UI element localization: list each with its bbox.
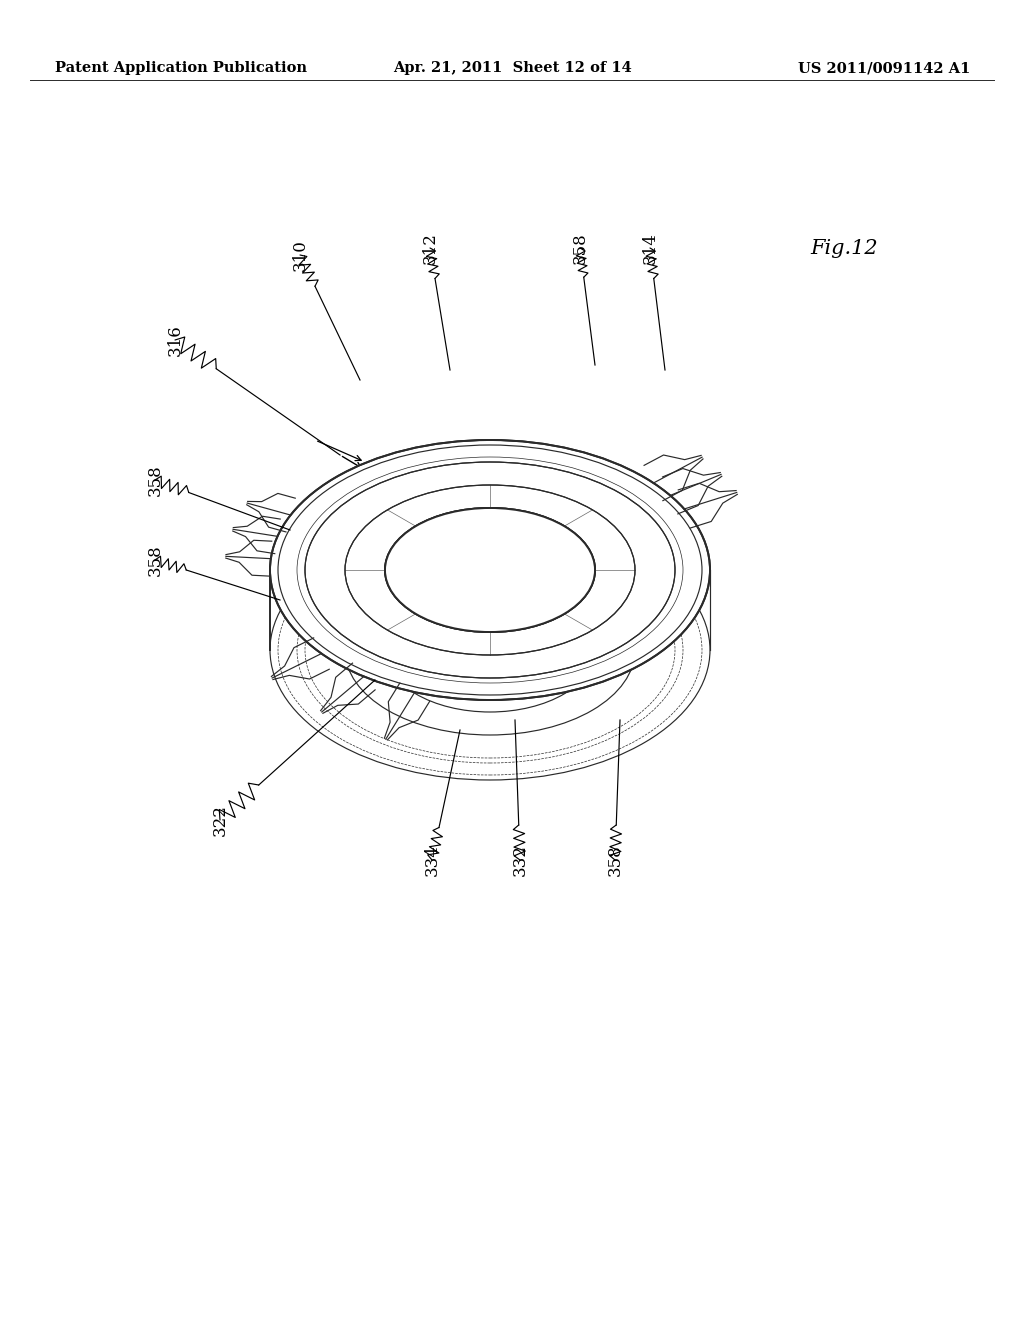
Text: 316: 316 xyxy=(167,325,183,356)
Text: 358: 358 xyxy=(146,465,164,496)
Text: 358: 358 xyxy=(606,843,624,876)
Text: US 2011/0091142 A1: US 2011/0091142 A1 xyxy=(798,61,970,75)
Ellipse shape xyxy=(385,508,595,632)
Text: 334: 334 xyxy=(424,843,440,876)
Text: Patent Application Publication: Patent Application Publication xyxy=(55,61,307,75)
Text: 322: 322 xyxy=(212,804,228,836)
Text: 310: 310 xyxy=(292,239,308,271)
Text: 312: 312 xyxy=(422,232,438,264)
Text: 332: 332 xyxy=(512,843,528,876)
Ellipse shape xyxy=(270,440,710,700)
Text: Apr. 21, 2011  Sheet 12 of 14: Apr. 21, 2011 Sheet 12 of 14 xyxy=(392,61,632,75)
Text: 358: 358 xyxy=(571,232,589,264)
Text: 314: 314 xyxy=(641,232,658,264)
Text: Fig.12: Fig.12 xyxy=(810,239,878,257)
Text: 358: 358 xyxy=(146,544,164,576)
